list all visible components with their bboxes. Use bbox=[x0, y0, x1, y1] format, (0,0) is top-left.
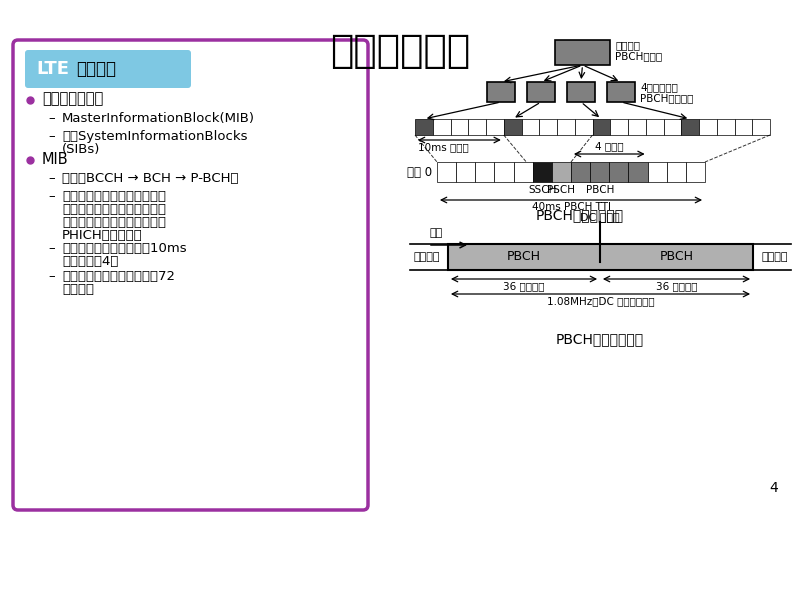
Bar bbox=[628, 119, 646, 135]
Text: SSCH: SSCH bbox=[528, 185, 557, 195]
Bar bbox=[504, 119, 522, 135]
Bar bbox=[717, 119, 734, 135]
Text: DC 子载波: DC 子载波 bbox=[580, 212, 620, 222]
Bar bbox=[574, 119, 593, 135]
Bar bbox=[450, 119, 468, 135]
Text: MasterInformationBlock(MIB): MasterInformationBlock(MIB) bbox=[62, 112, 255, 125]
Bar bbox=[448, 244, 753, 270]
Text: PBCH: PBCH bbox=[660, 251, 694, 263]
Bar bbox=[552, 162, 571, 182]
Bar bbox=[557, 119, 574, 135]
Text: 时域：紧邻同步信道，以10ms: 时域：紧邻同步信道，以10ms bbox=[62, 242, 186, 255]
Text: –: – bbox=[48, 112, 54, 125]
Bar bbox=[567, 82, 595, 102]
Text: 编码后的: 编码后的 bbox=[615, 40, 640, 50]
Bar bbox=[487, 82, 515, 102]
Bar bbox=[629, 162, 647, 182]
Text: MIB: MIB bbox=[42, 151, 69, 166]
Text: 1.08MHz（DC 子载波除外）: 1.08MHz（DC 子载波除外） bbox=[546, 296, 654, 306]
Bar bbox=[647, 162, 666, 182]
Bar bbox=[415, 119, 433, 135]
Bar bbox=[686, 162, 705, 182]
Bar bbox=[593, 119, 610, 135]
Bar bbox=[486, 119, 504, 135]
Bar bbox=[610, 119, 628, 135]
Text: –: – bbox=[48, 172, 54, 185]
Text: (SIBs): (SIBs) bbox=[62, 143, 100, 156]
Text: 40ms PBCH TTI: 40ms PBCH TTI bbox=[531, 202, 610, 212]
Text: 个子载波: 个子载波 bbox=[62, 283, 94, 296]
Text: PBCH: PBCH bbox=[586, 185, 614, 195]
Bar bbox=[527, 82, 555, 102]
Text: 36 个子载波: 36 个子载波 bbox=[503, 281, 545, 291]
Bar bbox=[468, 119, 486, 135]
Text: 10ms 无线帧: 10ms 无线帧 bbox=[418, 142, 469, 152]
Text: 频域：位于系统带宽中央的72: 频域：位于系统带宽中央的72 bbox=[62, 270, 175, 283]
Text: 其他信道: 其他信道 bbox=[761, 252, 787, 262]
Bar bbox=[646, 119, 663, 135]
Bar bbox=[533, 162, 552, 182]
Bar bbox=[494, 162, 514, 182]
Text: 系统消息的组成: 系统消息的组成 bbox=[42, 91, 103, 107]
Text: 36 个子载波: 36 个子载波 bbox=[656, 281, 698, 291]
Text: 频域: 频域 bbox=[430, 228, 443, 238]
Text: 系统消息: 系统消息 bbox=[76, 60, 116, 78]
Bar bbox=[514, 162, 533, 182]
Bar bbox=[752, 119, 770, 135]
Text: 子帧 0: 子帧 0 bbox=[407, 166, 432, 179]
Bar bbox=[682, 119, 699, 135]
Text: PBCH频域映射结构: PBCH频域映射结构 bbox=[556, 332, 644, 346]
Text: 信息的最重要、最常用的传输: 信息的最重要、最常用的传输 bbox=[62, 203, 166, 216]
Bar bbox=[571, 162, 590, 182]
Bar bbox=[522, 119, 539, 135]
Text: LTE: LTE bbox=[36, 60, 69, 78]
Text: 系统消息接收: 系统消息接收 bbox=[330, 32, 470, 70]
Text: PSCH: PSCH bbox=[547, 185, 575, 195]
Text: 包括有限个用以读取其他小区: 包括有限个用以读取其他小区 bbox=[62, 190, 166, 203]
Text: 4 个符号: 4 个符号 bbox=[595, 141, 623, 151]
Text: PHICH配置信息）: PHICH配置信息） bbox=[62, 229, 142, 242]
Text: PBCH: PBCH bbox=[507, 251, 542, 263]
Bar bbox=[437, 162, 456, 182]
Bar bbox=[475, 162, 494, 182]
Bar bbox=[666, 162, 686, 182]
Bar bbox=[663, 119, 682, 135]
Text: PBCH时域映射结构: PBCH时域映射结构 bbox=[536, 208, 624, 222]
Bar bbox=[555, 40, 610, 65]
Text: 参数（系统带宽，系统帧号，: 参数（系统带宽，系统帧号， bbox=[62, 216, 166, 229]
Text: –: – bbox=[48, 242, 54, 255]
Bar bbox=[699, 119, 717, 135]
Text: 其他信道: 其他信道 bbox=[414, 252, 440, 262]
Text: PBCH编码子块: PBCH编码子块 bbox=[640, 93, 694, 103]
FancyBboxPatch shape bbox=[13, 40, 368, 510]
Bar bbox=[433, 119, 450, 135]
Text: –: – bbox=[48, 190, 54, 203]
Text: 承载于BCCH → BCH → P-BCH上: 承载于BCCH → BCH → P-BCH上 bbox=[62, 172, 238, 185]
Text: 多个SystemInformationBlocks: 多个SystemInformationBlocks bbox=[62, 130, 247, 143]
Text: –: – bbox=[48, 130, 54, 143]
Bar bbox=[590, 162, 610, 182]
Text: 为周期重传4次: 为周期重传4次 bbox=[62, 255, 118, 268]
Bar bbox=[539, 119, 557, 135]
Bar bbox=[607, 82, 635, 102]
FancyBboxPatch shape bbox=[25, 50, 191, 88]
Bar bbox=[734, 119, 752, 135]
Bar bbox=[456, 162, 475, 182]
Text: PBCH传输块: PBCH传输块 bbox=[615, 51, 662, 61]
Text: 4: 4 bbox=[770, 481, 778, 495]
Text: 4个子帧内的: 4个子帧内的 bbox=[640, 82, 678, 92]
Text: –: – bbox=[48, 270, 54, 283]
Bar bbox=[610, 162, 629, 182]
